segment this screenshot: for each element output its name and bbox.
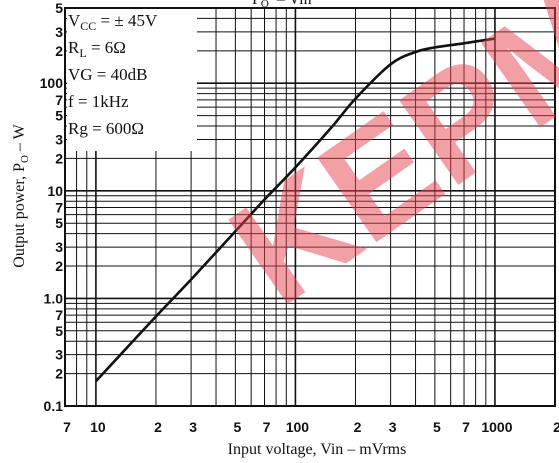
condition-line: RL = 6Ω <box>68 38 126 60</box>
y-tick-label: 5 <box>55 215 63 231</box>
x-tick-label: 5 <box>233 419 241 435</box>
x-tick-label: 7 <box>263 419 271 435</box>
y-tick-label: 2 <box>55 258 63 274</box>
y-tick-label: 10 <box>47 183 63 199</box>
plot-frame <box>64 7 556 407</box>
condition-line: Rg = 600Ω <box>68 119 144 138</box>
x-tick-label: 3 <box>389 419 397 435</box>
y-tick-label: 3 <box>55 347 63 363</box>
conditions-background <box>67 9 197 151</box>
y-tick-label: 0.1 <box>44 398 64 414</box>
x-tick-label: 100 <box>286 419 310 435</box>
x-tick-label: 2 <box>154 419 162 435</box>
x-axis-label: Input voltage, Vin – mVrms <box>228 441 407 458</box>
x-axis-ticks: 7 10 2 3 5 7 100 2 3 5 7 1000 2 <box>63 419 559 435</box>
x-tick-label: 2 <box>354 419 362 435</box>
y-tick-label: 5 <box>55 108 63 124</box>
x-tick-label: 2 <box>553 419 559 435</box>
x-tick-label: 3 <box>189 419 197 435</box>
y-tick-label: 2 <box>55 43 63 59</box>
y-tick-label: 7 <box>55 307 63 323</box>
y-tick-label: 3 <box>55 239 63 255</box>
y-tick-label: 2 <box>55 366 63 382</box>
y-tick-label: 3 <box>55 131 63 147</box>
y-axis-label: Output power, PO – W <box>11 123 31 267</box>
y-tick-label: 7 <box>55 199 63 215</box>
test-conditions-box: VCC = ± 45V RL = 6Ω VG = 40dB f = 1kHz Rg = … <box>67 9 197 151</box>
y-tick-label: 2 <box>55 150 63 166</box>
plot-border <box>64 7 556 407</box>
x-tick-label: 10 <box>90 419 106 435</box>
series-line <box>94 37 496 383</box>
chart-title-fragment: PO– Vin <box>252 0 312 10</box>
condition-line: VCC = ± 45V <box>68 11 158 33</box>
x-tick-label: 7 <box>462 419 470 435</box>
y-tick-label: 7 <box>55 92 63 108</box>
condition-line: VG = 40dB <box>68 65 147 84</box>
x-tick-label: 5 <box>433 419 441 435</box>
x-tick-label: 1000 <box>481 419 512 435</box>
y-tick-label: 100 <box>40 75 64 91</box>
y-tick-label: 5 <box>55 0 63 16</box>
x-tick-label: 7 <box>63 419 71 435</box>
series-group <box>94 37 496 383</box>
y-tick-label: 3 <box>55 24 63 40</box>
y-tick-label: 1.0 <box>44 290 64 306</box>
y-tick-label: 5 <box>55 323 63 339</box>
condition-line: f = 1kHz <box>68 92 129 111</box>
